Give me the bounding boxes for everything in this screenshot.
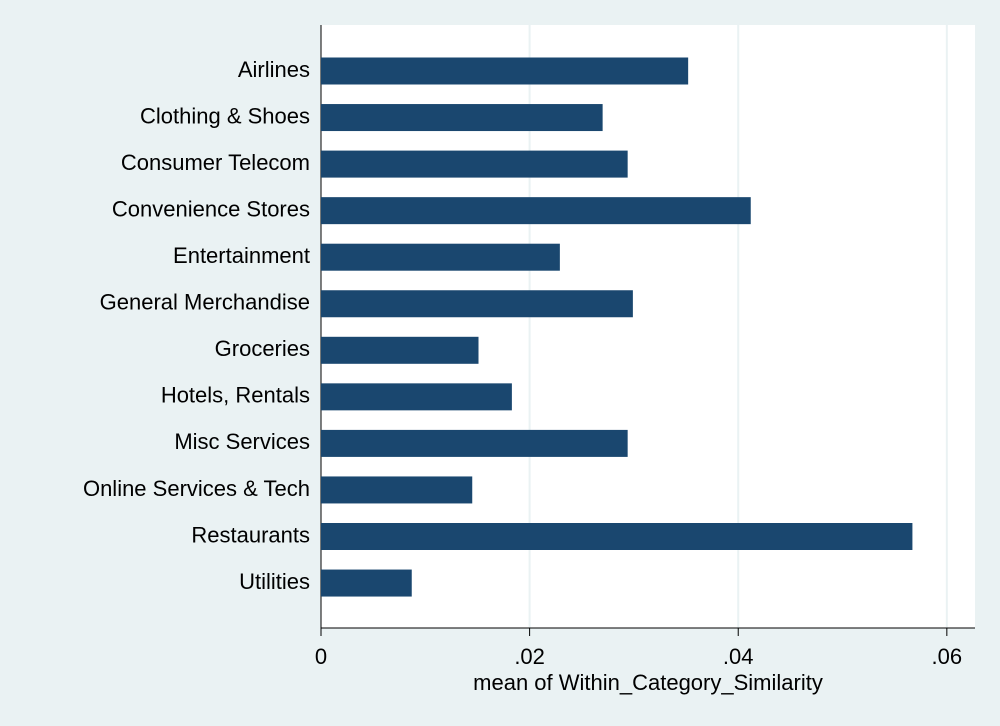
- x-tick-label: .04: [723, 644, 754, 669]
- y-tick-label: Utilities: [239, 569, 310, 594]
- y-tick-label: Entertainment: [173, 243, 310, 268]
- bar: [321, 290, 633, 318]
- bar: [321, 197, 751, 225]
- bar: [321, 569, 412, 597]
- y-tick-label: General Merchandise: [100, 290, 310, 315]
- bar: [321, 429, 628, 457]
- bar: [321, 523, 913, 550]
- y-tick-label: Clothing & Shoes: [140, 103, 310, 128]
- bar: [321, 150, 628, 178]
- y-tick-label: Convenience Stores: [112, 196, 310, 221]
- y-tick-label: Groceries: [215, 336, 310, 361]
- y-tick-label: Misc Services: [174, 429, 310, 454]
- y-tick-label: Hotels, Rentals: [161, 383, 310, 408]
- bar: [321, 243, 560, 271]
- y-tick-label: Airlines: [238, 57, 310, 82]
- x-tick-label: .02: [514, 644, 545, 669]
- x-tick-label: .06: [932, 644, 963, 669]
- bar: [321, 336, 479, 364]
- y-tick-label: Online Services & Tech: [83, 476, 310, 501]
- x-axis-title: mean of Within_Category_Similarity: [473, 670, 823, 695]
- bar: [321, 476, 473, 504]
- bar: [321, 104, 603, 132]
- y-tick-label: Restaurants: [191, 522, 310, 547]
- y-tick-label: Consumer Telecom: [121, 150, 310, 175]
- bar: [321, 383, 512, 411]
- bar: [321, 57, 689, 85]
- x-tick-label: 0: [315, 644, 327, 669]
